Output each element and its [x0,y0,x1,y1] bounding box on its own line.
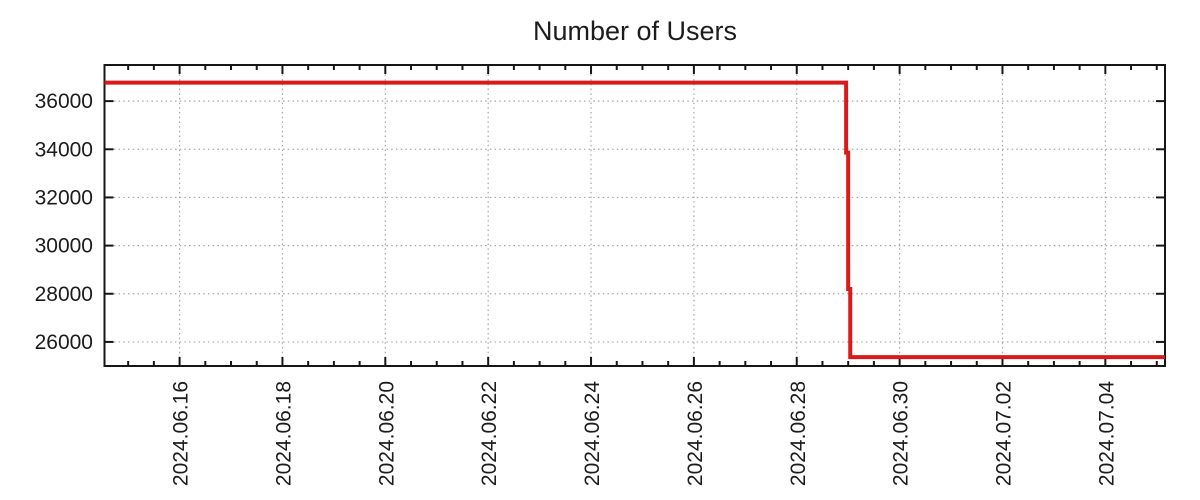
plot-border [103,64,1166,367]
y-tick-label: 26000 [35,331,93,354]
x-tick-label: 2024.07.04 [1095,381,1118,486]
x-tick-label: 2024.06.18 [272,381,295,486]
chart-title: Number of Users [533,16,737,46]
gridlines [104,65,1165,366]
x-tick-label: 2024.06.24 [581,381,604,486]
x-tick-label: 2024.06.30 [890,381,913,486]
x-tick-label: 2024.07.02 [992,381,1015,486]
step-line-series [104,80,1165,360]
y-tick-label: 36000 [35,90,93,113]
x-tick-label: 2024.06.22 [478,381,501,486]
y-tick-label: 28000 [35,283,93,306]
y-tick-label: 32000 [35,186,93,209]
x-tick-label: 2024.06.20 [375,381,398,486]
x-tick-label: 2024.06.26 [684,381,707,486]
users-step-line [104,80,1165,360]
y-tick-label: 30000 [35,235,93,258]
y-tick-label: 34000 [35,138,93,161]
x-tick-label: 2024.06.28 [787,381,810,486]
x-tick-label: 2024.06.16 [170,381,193,486]
tick-labels: 26000 28000 30000 32000 34000 36000 2024.06.16… [35,90,1119,486]
axes-and-ticks [103,64,1166,367]
